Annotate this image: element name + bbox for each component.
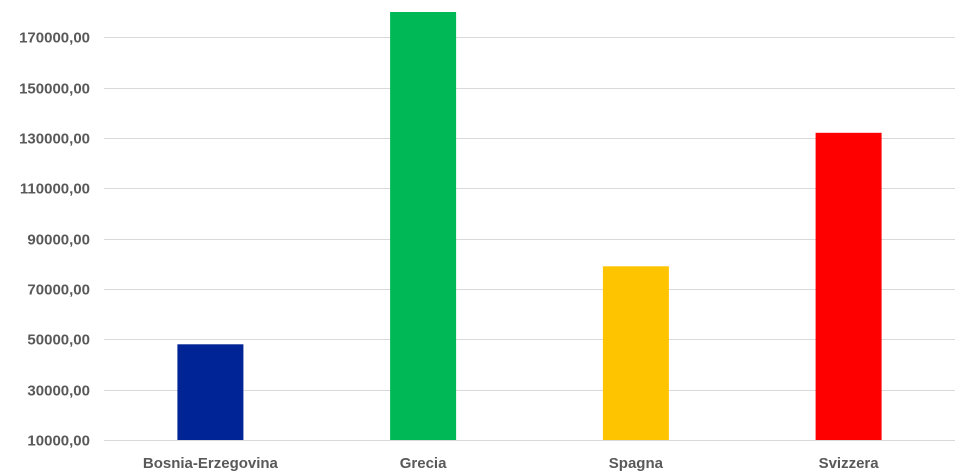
bar-bosnia-erzegovina — [177, 344, 244, 440]
gridlines — [104, 37, 955, 441]
y-tick-label: 150000,00 — [19, 81, 90, 98]
y-tick-label: 170000,00 — [19, 30, 90, 47]
x-category-label: Svizzera — [819, 455, 880, 472]
y-axis-tick-labels: 10000,00 30000,00 50000,00 70000,00 90000,00… — [19, 30, 90, 450]
bars — [177, 12, 882, 441]
x-category-label: Bosnia-Erzegovina — [143, 455, 279, 472]
bar-grecia — [390, 12, 457, 440]
bar-svizzera — [815, 132, 882, 441]
y-tick-label: 10000,00 — [27, 433, 90, 450]
y-tick-label: 30000,00 — [27, 383, 90, 400]
y-tick-label: 50000,00 — [27, 332, 90, 349]
y-tick-label: 110000,00 — [20, 181, 90, 198]
x-category-label: Grecia — [400, 455, 447, 472]
y-tick-label: 90000,00 — [27, 232, 90, 249]
y-tick-label: 130000,00 — [19, 131, 90, 148]
bar-spagna — [602, 266, 669, 440]
x-axis-category-labels: Bosnia-Erzegovina Grecia Spagna Svizzera — [143, 455, 879, 472]
x-category-label: Spagna — [609, 455, 664, 472]
y-tick-label: 70000,00 — [27, 282, 90, 299]
